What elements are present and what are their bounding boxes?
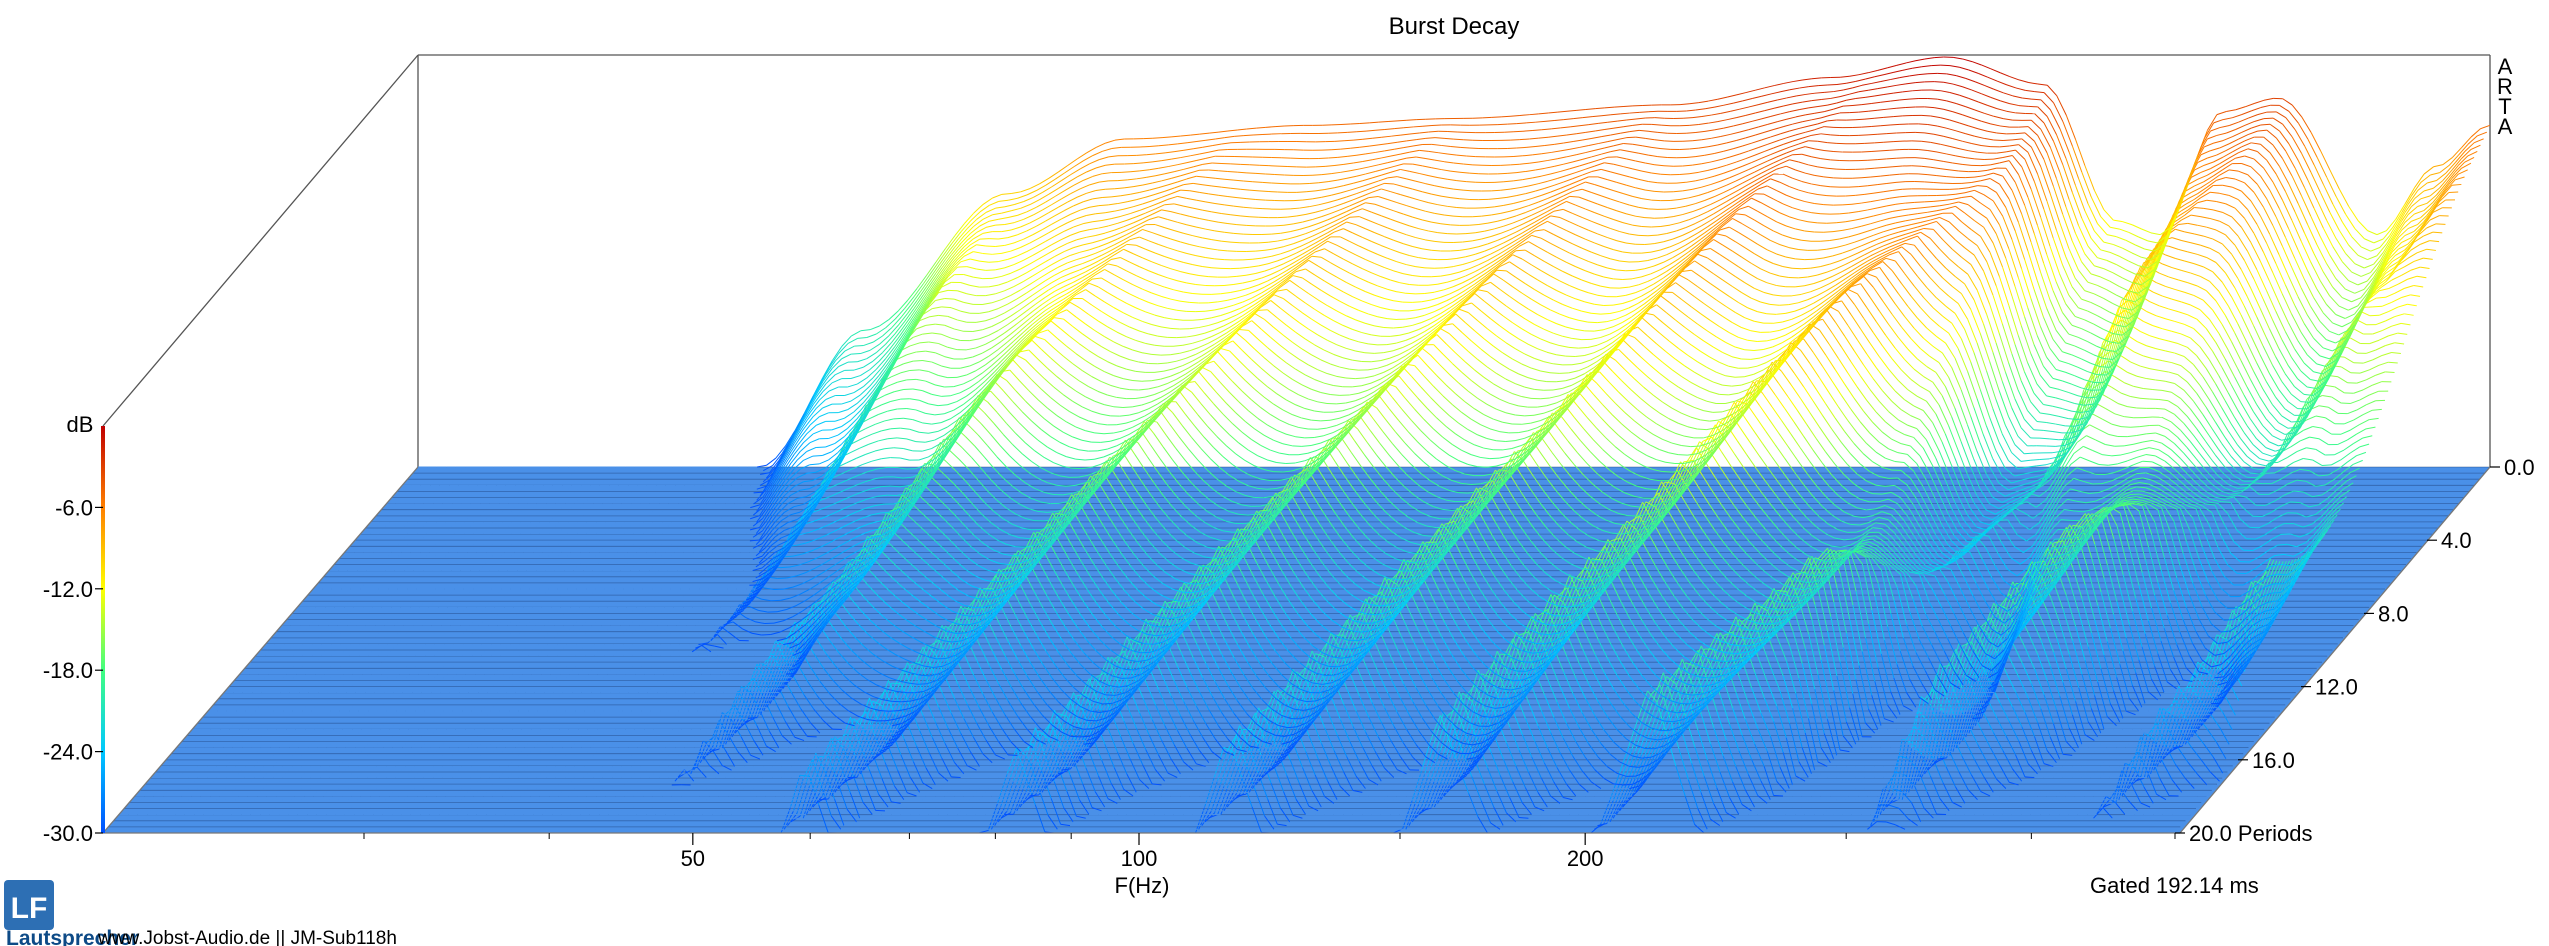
db-axis-title: dB	[67, 412, 94, 437]
db-tick-label: -12.0	[43, 577, 93, 602]
gate-label: Gated 192.14 ms	[2090, 873, 2259, 898]
db-tick-label: -24.0	[43, 740, 93, 765]
footer-caption: www.Jobst-Audio.de || JM-Sub118h	[97, 928, 397, 946]
db-axis: dB -6.0 -12.0 -18.0 -24.0 -30.0	[43, 412, 105, 846]
decay-slice	[405, 90, 2477, 482]
decay-slice	[389, 132, 2461, 500]
period-tick-label: 4.0	[2441, 528, 2472, 553]
db-colorbar	[101, 426, 105, 833]
decay-slice	[399, 107, 2471, 489]
decay-slice	[396, 115, 2468, 492]
x-tick-label: 100	[1121, 846, 1158, 871]
x-tick-label: 200	[1567, 846, 1604, 871]
frequency-axis: 50 100 200	[364, 833, 2175, 871]
period-tick-label: 8.0	[2378, 601, 2409, 626]
chart-title: Burst Decay	[1389, 13, 1520, 40]
decay-slice	[380, 154, 2452, 511]
decay-slice	[408, 82, 2480, 478]
db-tick-label: -6.0	[55, 495, 93, 520]
decay-slice	[373, 166, 2445, 519]
arta-letter: A	[2498, 114, 2513, 139]
decay-slice	[383, 147, 2455, 508]
x-tick-label: 50	[681, 846, 705, 871]
period-tick-label: 20.0 Periods	[2189, 821, 2313, 846]
db-tick-label: -30.0	[43, 821, 93, 846]
x-axis-title: F(Hz)	[1115, 873, 1170, 898]
period-tick-label: 0.0	[2504, 455, 2535, 480]
db-tick-label: -18.0	[43, 658, 93, 683]
decay-slice	[415, 65, 2487, 471]
period-tick-label: 12.0	[2315, 675, 2358, 700]
period-tick-label: 16.0	[2252, 748, 2295, 773]
